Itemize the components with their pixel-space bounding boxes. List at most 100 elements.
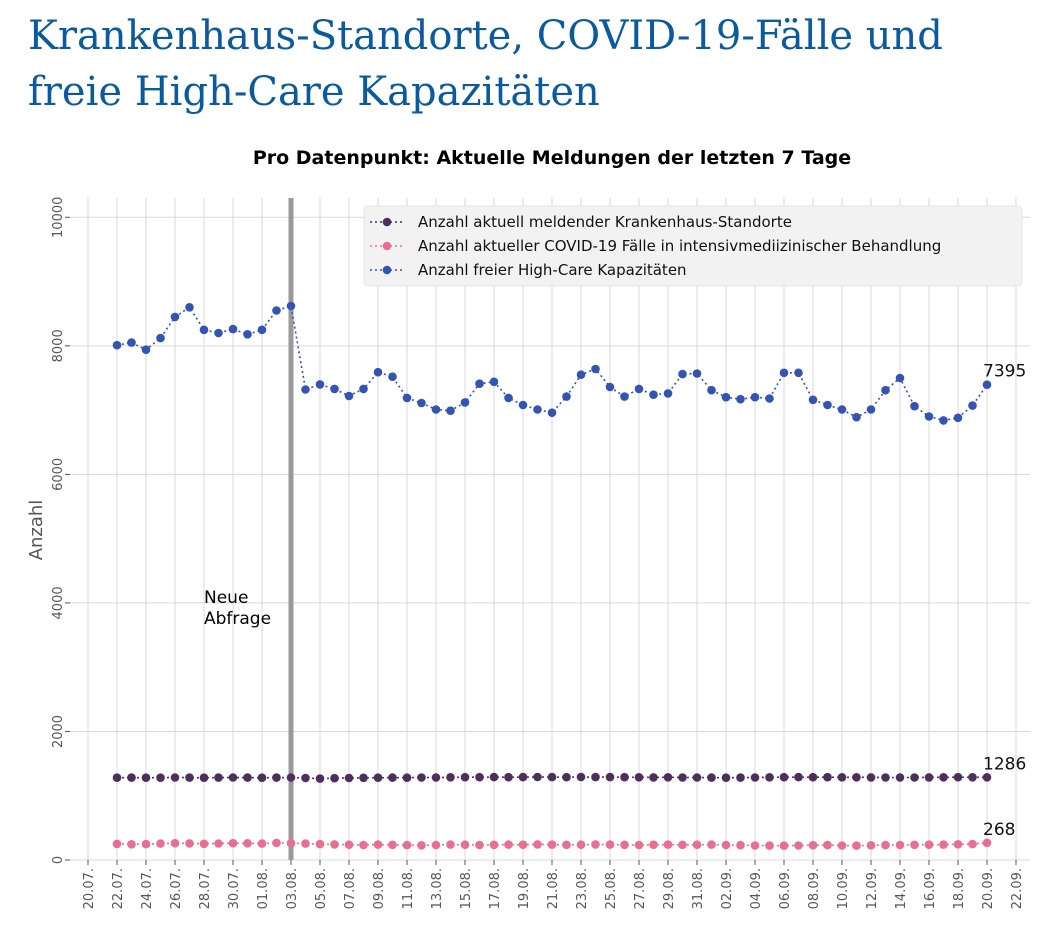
data-point — [533, 840, 542, 849]
data-point — [112, 773, 122, 782]
data-point — [852, 412, 861, 422]
data-point — [649, 773, 658, 782]
data-point — [910, 773, 919, 782]
data-point — [127, 773, 136, 782]
data-point — [257, 325, 267, 335]
data-point — [605, 382, 615, 392]
data-point — [939, 773, 948, 782]
data-point — [228, 324, 238, 334]
series-2: 7395 — [112, 301, 1026, 425]
data-point — [301, 773, 310, 783]
data-point — [823, 772, 832, 782]
data-point — [243, 839, 252, 848]
data-point — [924, 412, 934, 421]
data-point — [272, 773, 281, 782]
data-point — [678, 773, 687, 782]
data-point — [924, 840, 934, 849]
x-tick-label: 24.07. — [140, 868, 155, 909]
axes: 20.07. 22.07. 24.07. 26.07. 28.07. 30.07. 01.0… — [51, 197, 1025, 910]
data-point — [417, 841, 426, 850]
data-point — [156, 773, 165, 782]
data-point — [344, 773, 354, 783]
data-point — [504, 393, 513, 403]
data-point — [330, 840, 339, 849]
y-axis-label: Anzahl — [26, 500, 47, 561]
data-point — [808, 395, 818, 405]
data-point — [446, 840, 455, 849]
data-point — [562, 840, 571, 850]
data-point — [547, 772, 557, 782]
data-point — [605, 772, 615, 782]
legend: Anzahl aktuell meldender Krankenhaus-Sta… — [363, 205, 1023, 287]
data-point — [228, 838, 238, 848]
data-point — [750, 392, 760, 402]
x-tick-label: 27.08. — [633, 868, 648, 909]
data-point — [286, 838, 296, 848]
legend-label-covid: Anzahl aktueller COVID-19 Fälle in inten… — [418, 237, 941, 255]
data-point — [257, 839, 267, 848]
data-point — [852, 773, 861, 782]
x-tick-label: 20.07. — [82, 868, 97, 909]
page-title-line-2: freie High-Care Kapazitäten — [28, 69, 600, 115]
y-tick-label: 4000 — [51, 586, 66, 619]
data-point — [330, 773, 339, 783]
data-point — [576, 370, 586, 380]
data-point — [127, 338, 136, 347]
data-point — [185, 839, 194, 848]
data-point — [852, 841, 861, 850]
data-point — [185, 773, 194, 782]
data-point — [562, 392, 571, 401]
data-point — [881, 840, 890, 850]
chart-title: Pro Datenpunkt: Aktuelle Meldungen der l… — [253, 147, 851, 169]
data-point — [837, 841, 847, 850]
data-point — [170, 838, 180, 848]
data-point — [504, 840, 513, 849]
annotation-abfrage: Abfrage — [204, 609, 271, 629]
data-point — [982, 380, 992, 390]
data-point — [460, 772, 470, 782]
data-point — [359, 773, 368, 783]
data-point — [243, 330, 252, 339]
data-point — [620, 772, 629, 782]
x-tick-label: 07.08. — [343, 868, 358, 909]
data-point — [170, 312, 180, 322]
data-point — [359, 384, 368, 394]
data-point — [388, 372, 397, 382]
data-point — [678, 840, 687, 850]
data-point — [431, 773, 441, 782]
data-point — [779, 772, 789, 782]
data-point — [301, 385, 310, 394]
data-point — [214, 839, 223, 848]
data-point — [315, 380, 325, 389]
data-point — [199, 839, 209, 849]
data-point — [286, 773, 296, 782]
data-point — [475, 379, 484, 389]
data-point — [518, 400, 528, 410]
end-value-label: 268 — [983, 820, 1015, 840]
y-tick-label: 2000 — [51, 715, 66, 748]
data-point — [707, 385, 716, 395]
x-tick-label: 04.09. — [749, 868, 764, 909]
data-point — [649, 840, 658, 849]
data-point — [576, 840, 586, 849]
series-1: 268 — [112, 820, 1015, 850]
data-point — [707, 840, 716, 849]
data-point — [910, 401, 919, 411]
x-tick-label: 08.09. — [807, 868, 822, 909]
data-point — [112, 340, 122, 350]
data-point — [170, 773, 180, 782]
data-point — [315, 774, 325, 783]
data-point — [620, 840, 629, 850]
x-tick-label: 17.08. — [488, 868, 503, 909]
data-point — [794, 841, 803, 850]
data-point — [794, 368, 803, 378]
data-point — [968, 401, 977, 410]
data-point — [663, 389, 673, 398]
data-point — [692, 369, 702, 378]
data-point — [866, 405, 876, 414]
x-tick-label: 19.08. — [517, 868, 532, 909]
x-tick-label: 30.07. — [227, 868, 242, 909]
data-point — [779, 368, 789, 378]
data-point — [460, 840, 470, 849]
data-point — [228, 773, 238, 782]
